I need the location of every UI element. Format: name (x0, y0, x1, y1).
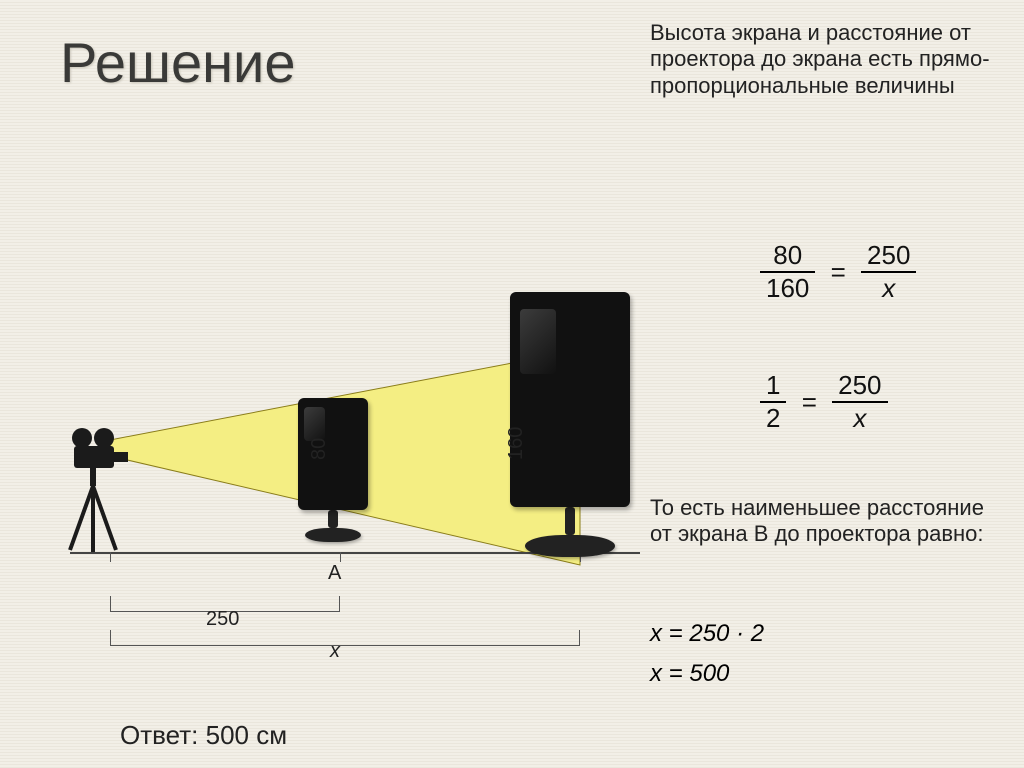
projection-diagram: 80 160 A 250 x (40, 320, 640, 680)
distance-label-x: x (330, 640, 340, 663)
tick-screen-a (340, 552, 341, 562)
equation-1: 80 160 = 250 x (760, 240, 916, 304)
conclusion-text: То есть наименьшее расстояние от экрана … (650, 495, 994, 548)
equation-2: 1 2 = 250 x (760, 370, 888, 434)
proportionality-statement: Высота экрана и расстояние от проектора … (650, 20, 994, 99)
height-label-160: 160 (505, 427, 528, 460)
eq1-right-numerator: 250 (861, 240, 916, 273)
slide-title: Решение (60, 30, 295, 95)
equals-sign: = (823, 257, 854, 288)
eq1-right-denominator: x (861, 273, 916, 304)
calc-line-2: x = 500 (650, 660, 729, 688)
screen-b-bezel (510, 292, 630, 507)
eq2-left-denominator: 2 (760, 403, 786, 434)
screen-a-base (305, 528, 361, 542)
eq1-left-numerator: 80 (760, 240, 815, 273)
calc-line-1: x = 250 · 2 (650, 620, 764, 648)
distance-bar-x (110, 630, 580, 646)
point-a-label: A (328, 562, 341, 585)
screen-b (510, 292, 630, 557)
eq2-right-numerator: 250 (832, 370, 887, 403)
distance-label-250: 250 (206, 608, 239, 631)
equals-sign: = (794, 387, 825, 418)
eq2-right-denominator: x (832, 403, 887, 434)
film-projector-icon (60, 428, 150, 558)
eq1-left-denominator: 160 (760, 273, 815, 304)
screen-a-neck (328, 510, 338, 528)
screen-a (298, 398, 368, 542)
height-label-80: 80 (308, 438, 331, 460)
answer-text: Ответ: 500 см (120, 720, 287, 751)
eq2-left-numerator: 1 (760, 370, 786, 403)
screen-b-base (525, 535, 615, 557)
screen-b-neck (565, 507, 575, 535)
